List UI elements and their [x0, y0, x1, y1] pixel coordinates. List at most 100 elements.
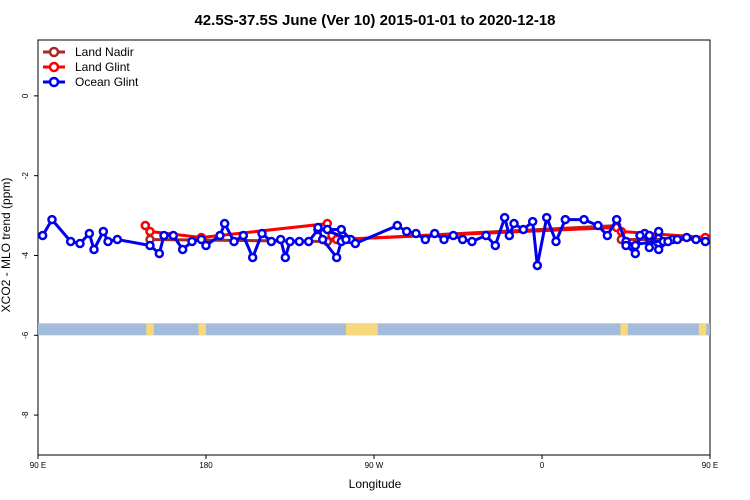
band-land-4 — [698, 323, 707, 336]
point-ocean-glint-30 — [322, 224, 333, 235]
surface-band — [38, 323, 710, 336]
point-ocean-glint-22 — [257, 228, 267, 239]
legend-item-land-nadir: Land Nadir — [43, 45, 134, 59]
point-ocean-glint-12 — [168, 230, 179, 241]
x-tick-label-2: 90 W — [365, 461, 384, 470]
y-tick-label-3: -6 — [21, 331, 30, 339]
legend-marker-land-nadir — [48, 46, 60, 58]
point-ocean-glint-61 — [602, 230, 613, 241]
point-ocean-glint-54 — [527, 216, 538, 227]
y-axis: 0 -2 -4 -6 -8 — [21, 93, 38, 419]
point-ocean-glint-34 — [317, 234, 328, 245]
legend-marker-land-glint — [48, 61, 60, 73]
point-ocean-glint-62 — [611, 214, 622, 225]
point-ocean-glint-7 — [103, 236, 113, 247]
point-ocean-glint-25 — [280, 252, 291, 263]
point-ocean-glint-6 — [98, 226, 109, 237]
point-ocean-glint-0 — [37, 230, 48, 241]
point-ocean-glint-35 — [331, 252, 342, 263]
legend-label-ocean-glint: Ocean Glint — [75, 75, 139, 89]
point-ocean-glint-67 — [653, 226, 664, 237]
point-ocean-glint-4 — [84, 228, 95, 239]
y-tick-label-0: 0 — [21, 93, 30, 98]
point-land-glint-1 — [145, 226, 155, 237]
point-ocean-glint-39 — [392, 220, 403, 231]
x-axis-label: Longitude — [349, 477, 402, 491]
point-land-glint-0 — [140, 220, 151, 231]
point-ocean-glint-76 — [672, 234, 683, 245]
point-ocean-glint-58 — [560, 214, 571, 225]
point-ocean-glint-55 — [532, 260, 543, 271]
point-ocean-glint-16 — [201, 240, 211, 251]
point-ocean-glint-43 — [429, 228, 440, 239]
x-tick-label-1: 180 — [199, 461, 213, 470]
band-land-3 — [620, 323, 628, 336]
point-ocean-glint-17 — [215, 230, 225, 241]
x-tick-label-0: 90 E — [30, 461, 46, 470]
y-tick-label-4: -8 — [21, 411, 30, 419]
point-ocean-glint-74 — [653, 244, 664, 255]
legend-label-land-nadir: Land Nadir — [75, 45, 134, 59]
point-ocean-glint-21 — [247, 252, 258, 263]
point-ocean-glint-41 — [411, 228, 421, 239]
point-ocean-glint-48 — [481, 230, 491, 241]
point-ocean-glint-28 — [303, 236, 314, 247]
point-ocean-glint-37 — [341, 234, 351, 245]
point-ocean-glint-8 — [112, 234, 123, 245]
chart-title: 42.5S-37.5S June (Ver 10) 2015-01-01 to … — [194, 12, 555, 29]
point-ocean-glint-20 — [238, 230, 249, 241]
y-tick-label-2: -4 — [21, 251, 30, 259]
point-ocean-glint-19 — [229, 236, 239, 247]
point-ocean-glint-50 — [499, 212, 510, 223]
point-ocean-glint-3 — [75, 238, 85, 249]
point-ocean-glint-10 — [154, 248, 165, 259]
y-tick-label-1: -2 — [21, 172, 30, 180]
point-ocean-glint-73 — [644, 230, 655, 241]
legend-marker-ocean-glint — [48, 76, 60, 88]
point-ocean-glint-9 — [145, 240, 155, 251]
point-ocean-glint-15 — [196, 234, 207, 245]
y-axis-label: XCO2 - MLO trend (ppm) — [0, 178, 13, 313]
point-ocean-glint-57 — [551, 236, 561, 247]
point-ocean-glint-26 — [285, 236, 295, 247]
point-ocean-glint-64 — [630, 240, 641, 251]
point-ocean-glint-51 — [504, 230, 515, 241]
point-ocean-glint-13 — [177, 244, 188, 255]
x-tick-label-3: 0 — [540, 461, 545, 470]
legend-item-ocean-glint: Ocean Glint — [43, 75, 139, 89]
band-land-2 — [346, 323, 378, 336]
x-tick-label-4: 90 E — [702, 461, 718, 470]
point-ocean-glint-31 — [336, 224, 347, 235]
point-ocean-glint-71 — [630, 248, 641, 259]
point-ocean-glint-23 — [266, 236, 277, 247]
point-ocean-glint-40 — [401, 226, 412, 237]
point-ocean-glint-38 — [350, 238, 361, 249]
point-ocean-glint-42 — [420, 234, 431, 245]
point-ocean-glint-2 — [65, 236, 76, 247]
point-ocean-glint-46 — [457, 234, 468, 245]
point-ocean-glint-24 — [275, 234, 286, 245]
point-ocean-glint-70 — [621, 240, 631, 251]
plot-frame — [37, 39, 711, 456]
point-ocean-glint-45 — [448, 230, 459, 241]
point-ocean-glint-49 — [490, 240, 501, 251]
point-ocean-glint-52 — [509, 218, 519, 229]
point-ocean-glint-53 — [518, 224, 529, 235]
point-ocean-glint-60 — [593, 220, 603, 231]
point-ocean-glint-72 — [635, 230, 645, 241]
point-ocean-glint-66 — [644, 242, 655, 253]
point-ocean-glint-44 — [439, 234, 449, 245]
band-land-1 — [198, 323, 206, 336]
point-ocean-glint-77 — [681, 232, 692, 243]
point-ocean-glint-47 — [467, 236, 477, 247]
point-ocean-glint-27 — [294, 236, 305, 247]
point-ocean-glint-56 — [541, 212, 552, 223]
point-ocean-glint-79 — [700, 236, 711, 247]
point-ocean-glint-78 — [691, 234, 701, 245]
band-land-0 — [146, 323, 154, 336]
x-axis: 90 E 180 90 W 0 90 E — [30, 455, 718, 470]
legend-label-land-glint: Land Glint — [75, 60, 130, 74]
point-ocean-glint-18 — [219, 218, 230, 229]
point-ocean-glint-14 — [187, 236, 197, 247]
series-ocean-glint — [37, 212, 711, 271]
